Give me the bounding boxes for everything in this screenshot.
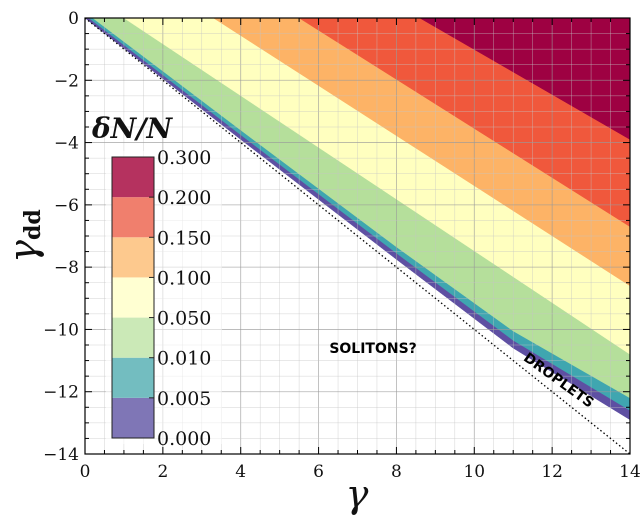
colorbar-label: 0.050 (157, 308, 211, 330)
colorbar-swatch (112, 157, 154, 198)
y-tick-labels: 0 −2 −4 −6 −8 −10 −12 −14 (43, 9, 79, 465)
y-axis-title: γdd (1, 209, 46, 262)
x-tick-labels: 0 2 4 6 8 10 12 14 (80, 462, 641, 482)
colorbar: 0.000 0.005 0.010 0.050 0.100 0.150 0.200 0.300 (106, 147, 222, 450)
colorbar-label: 0.100 (157, 267, 211, 289)
axis-ticks (84, 17, 631, 455)
colorbar-swatch (112, 197, 154, 238)
colorbar-label: 0.200 (157, 187, 211, 209)
y-tick-label: −4 (54, 134, 79, 154)
y-tick-label: −8 (54, 258, 79, 278)
x-tick-label: 12 (541, 462, 563, 482)
colorbar-swatch (112, 277, 154, 318)
x-tick-label: 10 (463, 462, 485, 482)
colorbar-label: 0.150 (157, 227, 211, 249)
x-tick-label: 0 (80, 462, 91, 482)
colorbar-label: 0.000 (157, 428, 211, 450)
y-tick-label: −14 (43, 445, 79, 465)
y-tick-label: −12 (43, 383, 79, 403)
colorbar-swatch (112, 397, 154, 438)
colorbar-label: 0.010 (157, 348, 211, 370)
colorbar-swatch (112, 357, 154, 398)
colorbar-label: 0.300 (157, 147, 211, 169)
y-tick-label: −2 (54, 71, 79, 91)
colorbar-label: 0.005 (157, 388, 211, 410)
y-tick-label: −6 (54, 196, 79, 216)
y-tick-label: −10 (43, 320, 79, 340)
x-tick-label: 6 (313, 462, 324, 482)
annotation-label: SOLITONS? (329, 341, 417, 357)
x-axis-title: γ (346, 472, 369, 516)
dotted-line (85, 18, 630, 454)
colorbar-title: δN/N (91, 112, 173, 145)
colorbar-swatch (112, 237, 154, 278)
dotted-reference (85, 18, 630, 454)
y-tick-label: 0 (68, 9, 79, 29)
colorbar-swatch (112, 317, 154, 358)
contour-regions (85, 18, 630, 421)
y-axis-subscript: dd (20, 209, 46, 240)
x-tick-label: 4 (235, 462, 246, 482)
x-tick-label: 14 (619, 462, 641, 482)
x-tick-label: 8 (391, 462, 402, 482)
x-tick-label: 2 (157, 462, 168, 482)
contour-region-0.200 (419, 18, 630, 140)
colorbar-frame (111, 156, 155, 439)
